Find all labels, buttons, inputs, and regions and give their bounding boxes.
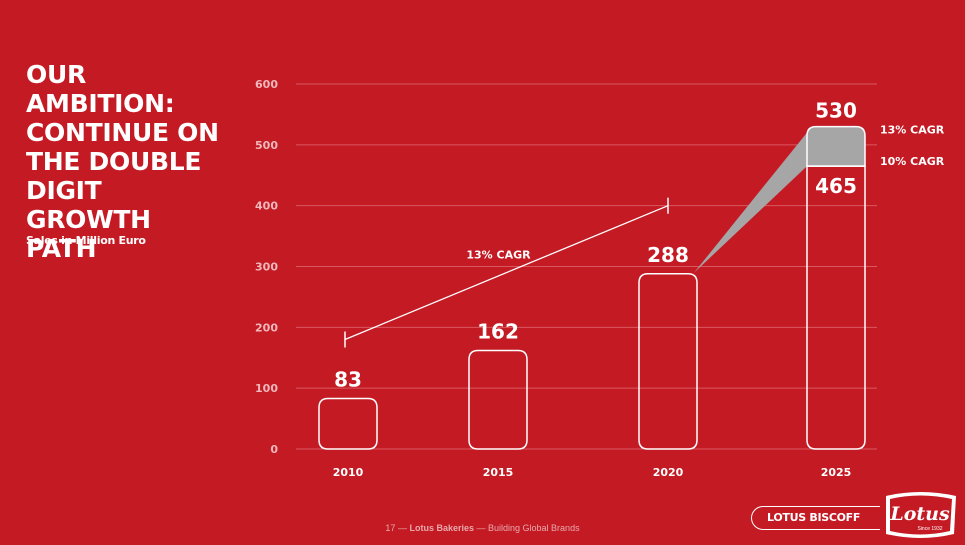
data-label: 288 (647, 243, 689, 267)
title-line: DIGIT GROWTH (26, 176, 151, 234)
trend-line (344, 205, 669, 341)
bar-stacked-top (806, 125, 866, 167)
y-tick-label: 200 (255, 321, 278, 334)
svg-text:Since 1932: Since 1932 (917, 526, 942, 532)
svg-text:Lotus: Lotus (889, 503, 950, 525)
page-title: OUR AMBITION: CONTINUE ON THE DOUBLE DIG… (26, 60, 226, 263)
data-label: 162 (477, 319, 519, 343)
x-tick-label: 2010 (333, 466, 364, 479)
footer-separator: — (397, 523, 407, 533)
cagr-annotation-upper: 13% CAGR (880, 124, 945, 137)
x-tick-label: 2020 (653, 466, 684, 479)
brand-label: LOTUS BISCOFF (751, 506, 880, 530)
title-line: THE DOUBLE (26, 147, 202, 176)
bar (318, 397, 378, 450)
footer-company: Lotus Bakeries (409, 523, 474, 533)
bar (806, 165, 866, 450)
y-tick-label: 600 (255, 78, 278, 91)
y-tick-label: 500 (255, 139, 278, 152)
title-line: OUR AMBITION: (26, 60, 175, 118)
bar (468, 349, 528, 450)
y-tick-label: 300 (255, 261, 278, 274)
x-tick-label: 2015 (483, 466, 514, 479)
lotus-logo: Lotus Since 1932 (886, 492, 956, 538)
footer-tagline: Building Global Brands (488, 523, 580, 533)
cagr-annotation-lower: 10% CAGR (880, 155, 945, 168)
chart-subtitle: Sales in Million Euro (26, 234, 146, 247)
title-line: CONTINUE ON (26, 118, 219, 147)
page-footer: 17 — Lotus Bakeries — Building Global Br… (0, 523, 965, 533)
data-label: 465 (815, 174, 857, 198)
trend-annotation: 13% CAGR (466, 249, 531, 262)
footer-separator: — (476, 523, 486, 533)
y-tick-label: 400 (255, 200, 278, 213)
page-number: 17 (385, 523, 396, 533)
data-label: 530 (815, 99, 857, 123)
title-line: PATH (26, 234, 97, 263)
cagr-gap-wedge (694, 132, 807, 273)
bar (638, 273, 698, 450)
x-tick-label: 2025 (821, 466, 852, 479)
y-tick-label: 0 (270, 443, 278, 456)
data-label: 83 (334, 368, 362, 392)
y-tick-label: 100 (255, 382, 278, 395)
